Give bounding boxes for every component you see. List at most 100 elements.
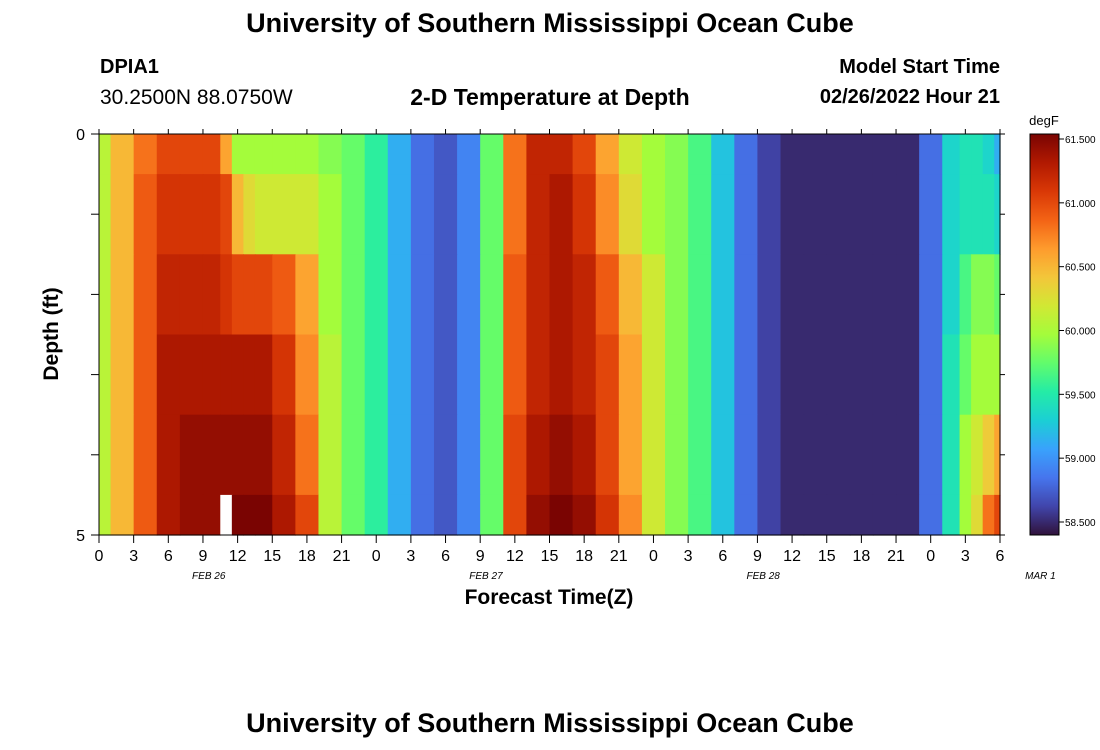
heatmap-cell [549,174,574,255]
x-tick-label: 6 [441,548,450,565]
heatmap-cell [231,334,244,416]
heatmap-cell [803,134,828,175]
heatmap-cell [595,334,620,416]
heatmap-cell [99,334,112,416]
x-tick-label: 0 [95,548,104,565]
x-tick-label: 18 [852,548,870,565]
day-label: FEB 28 [747,571,781,582]
day-label: MAR 1 [1025,571,1056,582]
heatmap-cell [942,134,961,175]
heatmap-cell [959,174,972,255]
page-title: University of Southern Mississippi Ocean… [246,8,854,38]
heatmap-cell [994,334,1001,416]
heatmap-cell [641,254,666,336]
x-tick-label: 3 [961,548,970,565]
heatmap-cell [341,254,366,336]
heatmap-cell [202,254,221,336]
heatmap-cell [254,414,273,496]
heatmap-cell [919,334,943,416]
heatmap-cell [526,494,551,536]
heatmap-cell [179,134,204,175]
heatmap-cell [982,174,995,255]
heatmap-cell [572,134,597,175]
heatmap-cell [994,414,1001,496]
heatmap-cell [618,414,643,496]
heatmap-cell [896,494,920,536]
heatmap-cell [896,134,920,175]
heatmap-cell [457,334,481,416]
heatmap-cell [982,334,995,416]
heatmap-cell [665,254,689,336]
heatmap-cell [457,174,481,255]
x-tick-label: 3 [129,548,138,565]
x-tick-label: 0 [372,548,381,565]
colorbar-tick-label: 58.500 [1065,518,1096,529]
heatmap-cell [549,414,574,496]
heatmap-cell [295,134,320,175]
heatmap-cell [433,254,458,336]
heatmap-cell [295,494,320,536]
heatmap-cell [387,134,412,175]
heatmap-cell [734,494,759,536]
heatmap-cell [243,174,256,255]
heatmap-cell [826,494,851,536]
heatmap-cell [387,174,412,255]
heatmap-cell [503,494,527,536]
heatmap-cell [220,134,233,175]
heatmap-cell [318,134,343,175]
heatmap-cell [572,254,597,336]
x-tick-label: 3 [684,548,693,565]
heatmap-cell [896,414,920,496]
heatmap-cell [826,414,851,496]
x-tick-label: 9 [753,548,762,565]
heatmap-cell [231,134,244,175]
heatmap-cell [942,414,961,496]
heatmap-cell [896,334,920,416]
heatmap-cell [734,254,759,336]
heatmap-cell [711,134,735,175]
heatmap-cell [220,494,233,536]
heatmap-cell [503,174,527,255]
colorbar-tick-label: 60.500 [1065,263,1096,274]
heatmap-cell [994,134,1001,175]
heatmap-cell [959,334,972,416]
heatmap-cell [971,334,984,416]
heatmap-cell [549,334,574,416]
heatmap-cell [780,334,805,416]
heatmap-cell [572,174,597,255]
heatmap-cell [942,494,961,536]
heatmap-cell [410,414,435,496]
heatmap-cell [971,414,984,496]
heatmap-cell [826,254,851,336]
heatmap-cell [757,174,782,255]
heatmap-cell [318,494,343,536]
heatmap-cell [231,174,244,255]
heatmap-cell [231,254,244,336]
heatmap-cell [665,414,689,496]
heatmap-cell [641,134,666,175]
heatmap-cell [780,134,805,175]
heatmap-cell [826,174,851,255]
heatmap-cell [480,254,504,336]
heatmap-cell [99,174,112,255]
x-tick-label: 0 [926,548,935,565]
heatmap-cell [99,414,112,496]
heatmap-cell [757,334,782,416]
x-tick-label: 18 [298,548,316,565]
heatmap-cell [711,494,735,536]
heatmap-cell [295,414,320,496]
heatmap-cell [179,414,204,496]
heatmap-cell [156,174,181,255]
heatmap-cell [272,334,296,416]
x-tick-label: 21 [887,548,905,565]
heatmap-cell [803,174,828,255]
heatmap-cell [803,494,828,536]
x-tick-label: 6 [164,548,173,565]
heatmap-cell [757,414,782,496]
heatmap-cell [341,334,366,416]
heatmap-cell [826,334,851,416]
heatmap-cell [872,494,897,536]
heatmap-cell [243,494,256,536]
x-tick-label: 6 [996,548,1005,565]
heatmap-cell [803,334,828,416]
